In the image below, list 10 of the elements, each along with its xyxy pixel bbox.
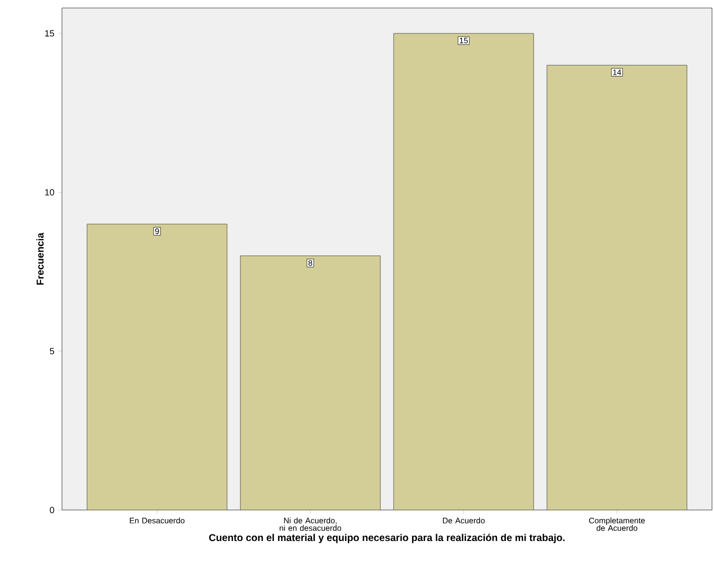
x-tick-label: Completamente de Acuerdo bbox=[589, 518, 645, 531]
x-axis-title: Cuento con el material y equipo necesario para la realización de mi trabajo. bbox=[209, 534, 565, 544]
x-tick-label: En Desacuerdo bbox=[130, 518, 184, 524]
y-tick-label: 10 bbox=[45, 189, 54, 196]
y-tick-label: 5 bbox=[50, 348, 54, 354]
y-tick-label: 0 bbox=[50, 506, 54, 514]
x-tick-label: De Acuerdo bbox=[442, 518, 485, 524]
y-tick-label: 15 bbox=[45, 30, 54, 37]
x-tick-label: Ni de Acuerdo, ni en desacuerdo bbox=[280, 518, 342, 531]
y-axis-title: Frecuencia bbox=[36, 232, 44, 285]
